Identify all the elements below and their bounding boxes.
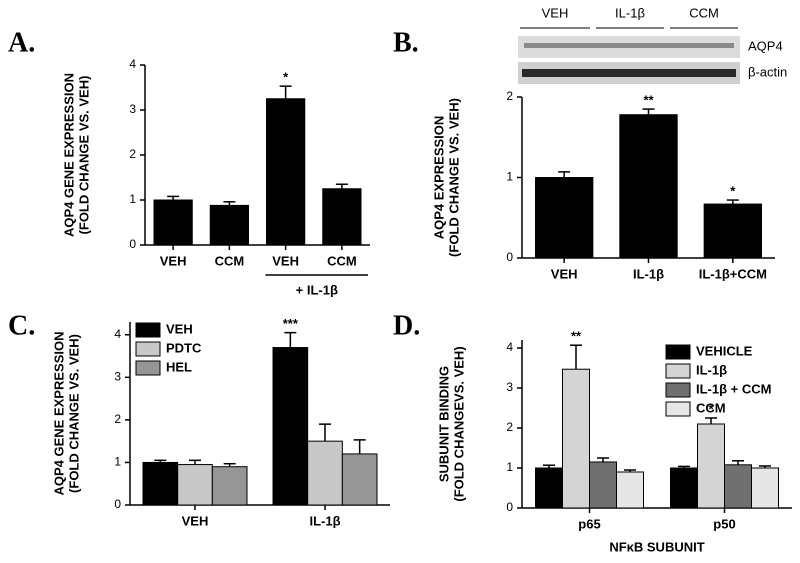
legend-label: VEH (166, 321, 193, 336)
bar (177, 464, 213, 506)
bar (153, 199, 193, 246)
y-tick-label: 0 (506, 250, 513, 264)
y-axis-label: (FOLD CHANGE VS. VEH) (66, 334, 81, 493)
legend-label: HEL (166, 359, 192, 374)
bar (142, 461, 179, 506)
bar (322, 188, 362, 246)
bar (724, 464, 752, 509)
panel-label: B. (393, 27, 419, 58)
y-tick-label: 1 (506, 460, 513, 474)
bar (272, 347, 309, 506)
x-tick-label: VEH (551, 266, 578, 281)
x-tick-label: CCM (327, 253, 357, 268)
y-tick-label: 0 (506, 500, 513, 514)
bar (562, 368, 590, 509)
lane-label: IL-1β (615, 5, 645, 20)
bar (209, 204, 249, 246)
bar (535, 467, 563, 509)
bar (751, 467, 779, 509)
y-tick-label: 1 (114, 455, 121, 469)
x-tick-label: IL-1β+CCM (699, 266, 767, 281)
y-tick-label: 4 (114, 327, 121, 341)
y-tick-label: 1 (129, 192, 136, 206)
group-label: + IL-1β (296, 282, 338, 297)
legend-swatch (665, 363, 691, 379)
blot-band (524, 43, 734, 48)
y-tick-label: 2 (506, 89, 513, 103)
y-tick-label: 0 (129, 237, 136, 251)
legend-label: IL-1β + CCM (696, 381, 771, 396)
legend-label: IL-1β (696, 362, 727, 377)
bar (266, 98, 306, 246)
x-axis-label: NFκB SUBUNIT (609, 539, 704, 554)
significance-label: * (708, 401, 714, 416)
bar (341, 453, 378, 506)
y-axis-label: (FOLD CHANGE VS. VEH) (76, 76, 91, 235)
legend-swatch (135, 322, 161, 338)
bar (211, 466, 248, 506)
y-tick-label: 1 (506, 170, 513, 184)
y-axis-label: AQP4 GENE EXPRESSION (61, 73, 76, 237)
y-axis-label: (FOLD CHANGE VS. VEH) (446, 98, 461, 257)
bar (697, 423, 725, 509)
significance-label: * (283, 70, 289, 85)
bar (703, 203, 763, 259)
x-tick-label: VEH (160, 253, 187, 268)
y-axis-label: (FOLD CHANGEVS. VEH) (451, 346, 466, 501)
x-tick-label: p50 (713, 516, 735, 531)
x-tick-label: IL-1β (309, 513, 340, 528)
legend-swatch (135, 341, 161, 357)
band-label: AQP4 (748, 38, 783, 53)
y-axis-label: AQP4 GENE EXPRESSION (51, 332, 66, 496)
lane-label: CCM (689, 5, 719, 20)
y-tick-label: 3 (129, 102, 136, 116)
y-tick-label: 3 (114, 369, 121, 383)
bar (670, 467, 698, 509)
bar (616, 471, 644, 509)
y-tick-label: 2 (114, 412, 121, 426)
legend-swatch (665, 401, 691, 417)
legend-swatch (135, 360, 161, 376)
lane-label: VEH (542, 5, 569, 20)
significance-label: ** (571, 329, 582, 344)
legend-swatch (665, 382, 691, 398)
x-tick-label: IL-1β (633, 266, 664, 281)
y-tick-label: 4 (506, 340, 513, 354)
y-tick-label: 2 (129, 147, 136, 161)
panel-label: D. (393, 310, 420, 341)
bar (534, 177, 594, 259)
legend-label: PDTC (166, 340, 202, 355)
x-tick-label: VEH (182, 513, 209, 528)
y-tick-label: 0 (114, 497, 121, 511)
blot-band (522, 69, 736, 77)
y-axis-label: AQP4 EXPRESSION (431, 116, 446, 240)
y-tick-label: 2 (506, 420, 513, 434)
bar (307, 440, 343, 506)
y-tick-label: 3 (506, 380, 513, 394)
legend-label: VEHICLE (696, 343, 753, 358)
y-tick-label: 4 (129, 57, 136, 71)
x-tick-label: CCM (215, 253, 245, 268)
bar (589, 461, 617, 509)
significance-label: *** (283, 316, 299, 331)
significance-label: * (730, 183, 736, 198)
significance-label: ** (643, 93, 654, 108)
x-tick-label: VEH (272, 253, 299, 268)
legend-label: CCM (696, 400, 726, 415)
y-axis-label: SUBUNIT BINDING (436, 366, 451, 482)
blot-image (518, 27, 740, 84)
band-label: β-actin (748, 64, 787, 79)
panel-label: A. (8, 27, 35, 58)
panel-label: C. (8, 310, 35, 341)
legend-swatch (665, 344, 691, 360)
bar (619, 114, 678, 259)
x-tick-label: p65 (578, 516, 600, 531)
